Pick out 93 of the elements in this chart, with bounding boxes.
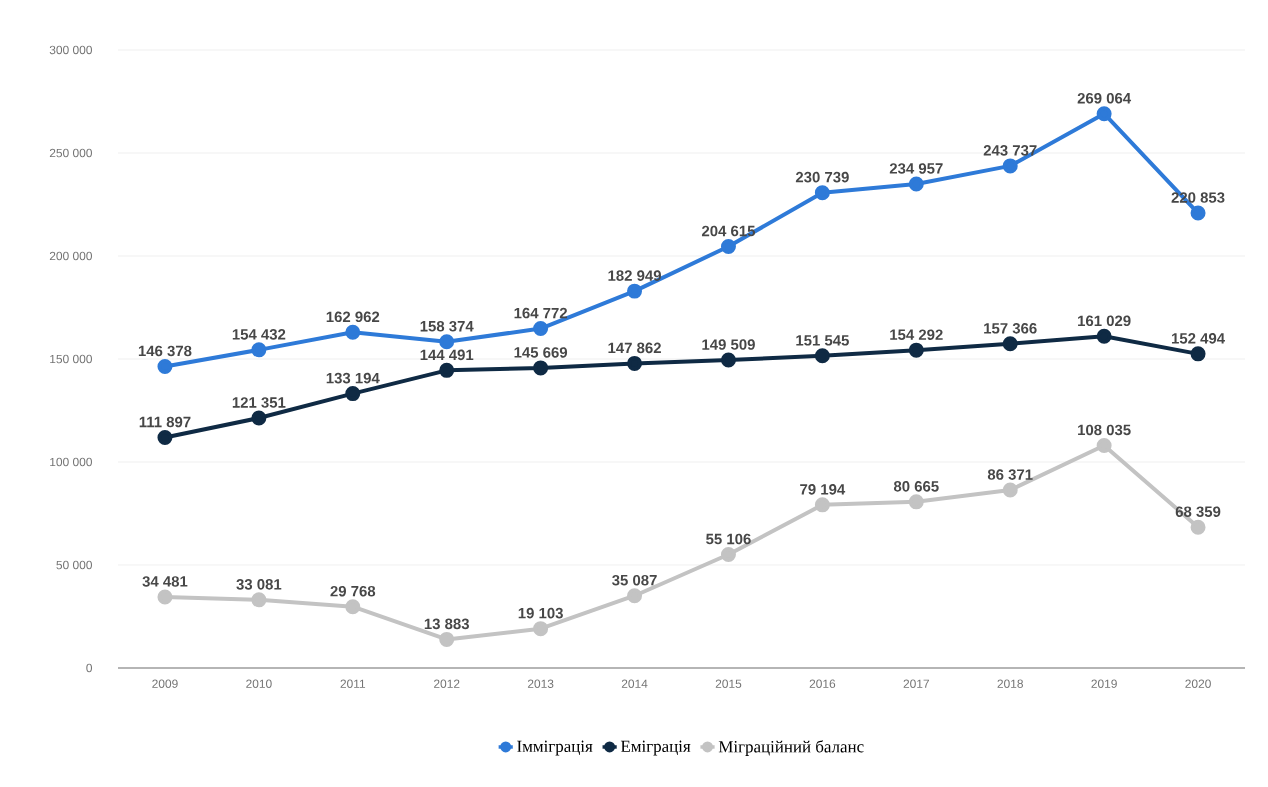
point (1002, 158, 1018, 174)
y-tick-label: 100 000 (50, 457, 92, 467)
data-label: 230 739 (795, 171, 849, 183)
data-label: 121 351 (232, 397, 286, 408)
legend-label: Міграційний баланс (718, 740, 864, 756)
point (627, 355, 643, 371)
data-label: 68 359 (1175, 506, 1221, 517)
point (627, 588, 643, 604)
data-label: 13 883 (424, 618, 469, 630)
data-label: 147 862 (608, 342, 661, 354)
data-label: 35 087 (612, 574, 657, 586)
data-label: 149 509 (702, 339, 755, 350)
data-label: 152 494 (1171, 333, 1225, 344)
data-label: 158 374 (420, 320, 474, 332)
data-label: 33 081 (236, 579, 282, 590)
point (1096, 437, 1112, 453)
legend-label: Еміграція (620, 740, 691, 756)
point (1002, 482, 1018, 498)
data-label: 55 106 (706, 533, 751, 545)
point (908, 494, 924, 510)
point (533, 321, 549, 337)
point (1096, 106, 1112, 122)
point (157, 358, 173, 374)
data-label: 154 292 (890, 329, 943, 340)
point (720, 546, 736, 562)
data-label: 144 491 (420, 349, 474, 361)
data-label: 146 378 (138, 345, 192, 357)
data-label: 79 194 (800, 484, 846, 495)
data-label: 111 897 (139, 416, 191, 428)
data-label: 182 949 (608, 270, 661, 281)
point (251, 342, 267, 358)
point (439, 362, 455, 378)
y-tick-label: 50 000 (56, 560, 92, 570)
y-tick-label: 150 000 (50, 354, 92, 364)
data-label: 80 665 (893, 481, 939, 492)
data-label: 234 957 (889, 163, 943, 174)
data-label: 154 432 (232, 329, 286, 340)
point (345, 599, 361, 615)
data-label: 145 669 (514, 347, 568, 358)
data-label: 162 962 (326, 311, 380, 323)
y-tick-label: 300 000 (49, 45, 92, 55)
legend-label: Імміграція (517, 740, 593, 756)
point (1096, 328, 1112, 344)
point (157, 429, 173, 445)
point (908, 176, 924, 192)
point (345, 386, 361, 402)
data-label: 29 768 (330, 585, 376, 597)
y-tick-label: 200 000 (49, 251, 92, 261)
point (908, 342, 924, 358)
data-label: 161 029 (1078, 315, 1131, 327)
point (533, 360, 549, 376)
x-tick-label: 2011 (340, 679, 366, 688)
point (533, 621, 549, 637)
point (251, 410, 267, 426)
x-tick-label: 2014 (621, 679, 648, 688)
x-tick-label: 2018 (997, 679, 1023, 688)
x-tick-label: 2013 (527, 679, 554, 688)
x-tick-label: 2020 (1185, 679, 1211, 688)
data-label: 164 772 (514, 307, 568, 319)
point (439, 631, 455, 647)
point (814, 497, 830, 513)
point (345, 324, 361, 340)
point (814, 348, 830, 364)
point (720, 238, 736, 254)
x-tick-label: 2015 (715, 679, 742, 688)
data-label: 86 371 (987, 469, 1033, 480)
point (720, 352, 736, 368)
data-label: 157 366 (984, 323, 1037, 334)
x-tick-label: 2012 (434, 679, 460, 688)
point (1002, 336, 1018, 352)
data-label: 151 545 (796, 335, 849, 346)
data-label: 243 737 (983, 145, 1037, 156)
data-label: 34 481 (142, 576, 188, 587)
x-tick-label: 2010 (246, 679, 272, 688)
x-tick-label: 2019 (1091, 679, 1117, 688)
y-tick-label: 0 (86, 663, 93, 673)
point (627, 283, 643, 299)
point (1190, 519, 1206, 535)
y-tick-label: 250 000 (49, 148, 92, 158)
data-label: 269 064 (1077, 92, 1132, 104)
data-label: 133 194 (326, 372, 380, 384)
point (251, 592, 267, 608)
point (1190, 205, 1206, 221)
x-tick-label: 2017 (903, 679, 929, 688)
x-tick-label: 2009 (152, 679, 178, 688)
point (157, 589, 173, 605)
x-tick-label: 2016 (809, 679, 836, 688)
point (814, 185, 830, 201)
data-label: 204 615 (701, 225, 756, 237)
data-label: 108 035 (1078, 424, 1131, 436)
point (1190, 346, 1206, 362)
data-label: 19 103 (518, 607, 563, 619)
point (439, 334, 455, 350)
